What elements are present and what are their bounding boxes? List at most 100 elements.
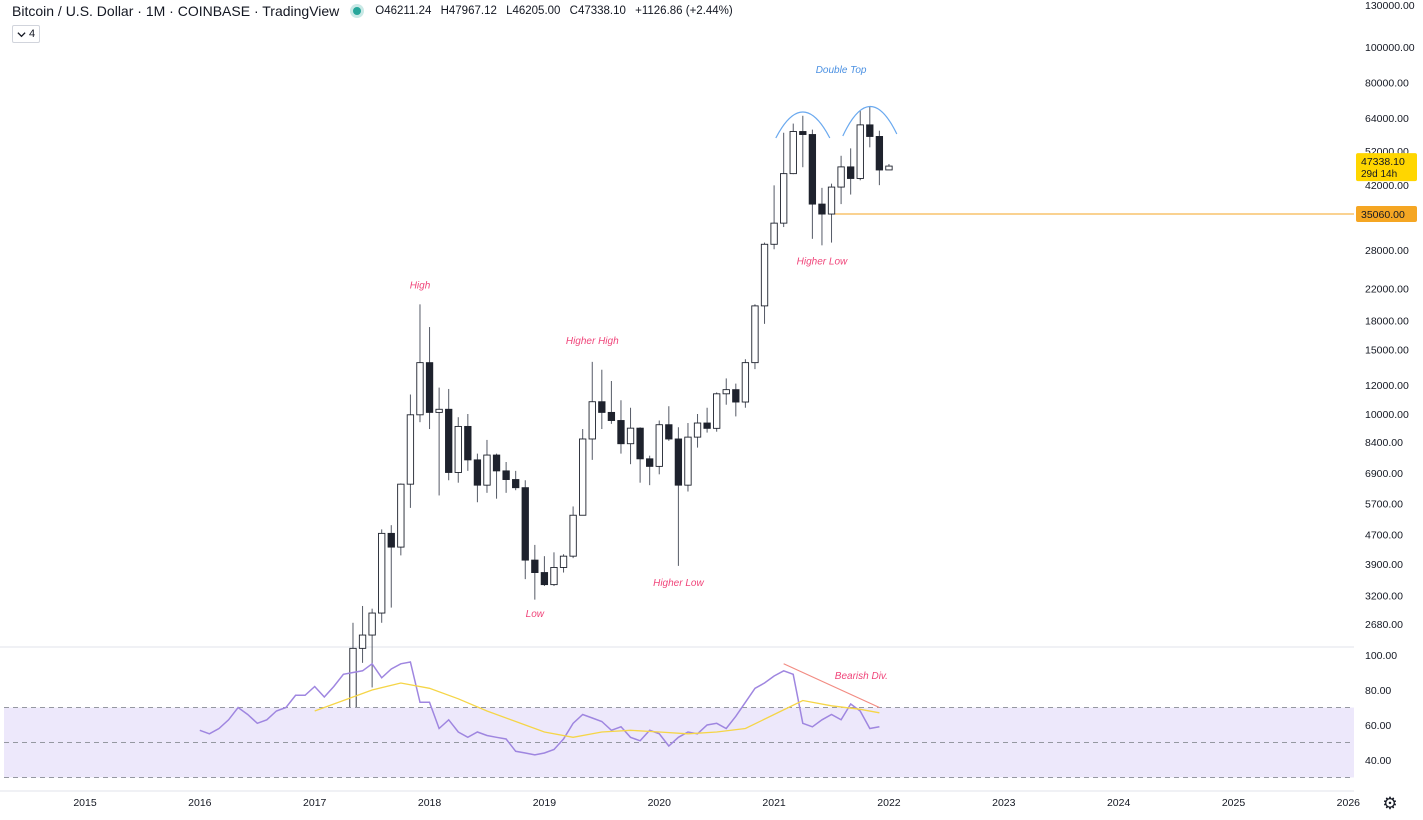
candle: [722, 378, 730, 405]
time-tick-label: 2021: [762, 797, 786, 809]
candle: [665, 406, 673, 441]
time-tick-label: 2026: [1337, 797, 1361, 809]
double-top-arc: [842, 106, 898, 137]
candle-body: [693, 422, 702, 438]
candle-body: [569, 514, 577, 557]
candle-body: [512, 479, 520, 489]
candle-body: [674, 438, 683, 486]
candle: [885, 163, 893, 171]
candle: [559, 554, 568, 573]
time-tick-label: 2022: [877, 797, 901, 809]
candle-body: [492, 454, 501, 472]
candle-body: [646, 458, 654, 467]
rsi-line: [199, 661, 880, 756]
price-tick-label: 3200.00: [1365, 591, 1403, 603]
ohlc-readout: O46211.24 H47967.12 L46205.00 C47338.10 …: [375, 5, 738, 17]
candle: [492, 453, 501, 499]
candle: [760, 242, 769, 324]
candle-body: [713, 393, 721, 429]
price-tick-label: 3900.00: [1365, 559, 1403, 571]
candle: [703, 407, 711, 433]
gear-icon[interactable]: ⚙: [1382, 794, 1398, 813]
candle: [626, 407, 635, 465]
candle-body: [502, 470, 510, 480]
candle-body: [588, 401, 596, 440]
candle-body: [531, 559, 539, 573]
candle-body: [799, 131, 807, 135]
candle-body: [607, 411, 616, 421]
candle-body: [751, 305, 759, 364]
candle-body: [780, 173, 788, 224]
price-tick-label: 8400.00: [1365, 437, 1403, 449]
high-label: H: [440, 5, 449, 17]
candle-body: [732, 389, 740, 403]
candle-body: [885, 165, 893, 171]
candle-body: [626, 427, 635, 445]
candle-body: [722, 389, 730, 395]
candle: [837, 155, 845, 205]
high-value: 47967.12: [448, 5, 497, 17]
candle: [598, 369, 606, 430]
candle-body: [368, 612, 376, 636]
candle: [387, 525, 395, 608]
rsi-tick-label: 40.00: [1365, 755, 1391, 767]
candle-body: [789, 131, 797, 175]
last-price-badge: [1356, 153, 1417, 182]
candle: [751, 304, 759, 370]
candle: [521, 480, 529, 580]
candle: [646, 455, 654, 486]
low-value: 46205.00: [512, 5, 561, 17]
candle-body: [550, 567, 558, 586]
price-tick-label: 18000.00: [1365, 315, 1409, 327]
candle: [358, 605, 367, 663]
indicator-count: 4: [29, 28, 36, 40]
candle-body: [598, 401, 606, 413]
candle: [531, 544, 539, 600]
candle: [617, 400, 625, 454]
candle: [713, 392, 721, 432]
candle-body: [856, 124, 864, 179]
candle-body: [703, 422, 711, 429]
price-tick-label: 12000.00: [1365, 380, 1409, 392]
candle: [473, 453, 482, 503]
candle-body: [521, 487, 529, 561]
candle: [789, 123, 797, 175]
symbol-title[interactable]: Bitcoin / U.S. Dollar · 1M · COINBASE · …: [12, 3, 340, 19]
time-tick-label: 2020: [648, 797, 672, 809]
candle-body: [579, 438, 587, 516]
candle: [655, 420, 663, 475]
rsi-tick-label: 100.00: [1365, 650, 1397, 662]
candle: [780, 132, 788, 228]
candle: [818, 187, 826, 246]
indicators-toggle-button[interactable]: 4: [12, 25, 41, 43]
chevron-down-icon: [17, 31, 26, 37]
candle-body: [483, 454, 491, 486]
candle: [454, 417, 462, 483]
candle-body: [358, 634, 367, 649]
candle: [866, 106, 874, 148]
candle: [588, 361, 596, 460]
double-top-arc: [775, 111, 831, 139]
price-tick-label: 42000.00: [1365, 180, 1409, 192]
price-tick-label: 22000.00: [1365, 283, 1409, 295]
price-tick-label: 4700.00: [1365, 529, 1403, 541]
candle: [732, 383, 740, 417]
candle-body: [540, 572, 549, 586]
price-tick-label: 15000.00: [1365, 344, 1409, 356]
candle-body: [378, 532, 386, 614]
candle-body: [559, 555, 568, 568]
candle-body: [837, 166, 845, 188]
price-tick-label: 64000.00: [1365, 113, 1409, 125]
price-tick-label: 130000.00: [1365, 0, 1415, 12]
last-price-label: 47338.10: [1361, 156, 1405, 168]
candle: [741, 359, 750, 408]
annotation-label: High: [410, 280, 431, 291]
candle: [445, 388, 453, 481]
candle-body: [425, 362, 434, 413]
candle: [512, 470, 520, 491]
candle-body: [665, 424, 673, 440]
low-label: L: [506, 5, 513, 17]
annotation-label: Higher Low: [653, 578, 704, 589]
candle-body: [827, 186, 836, 215]
